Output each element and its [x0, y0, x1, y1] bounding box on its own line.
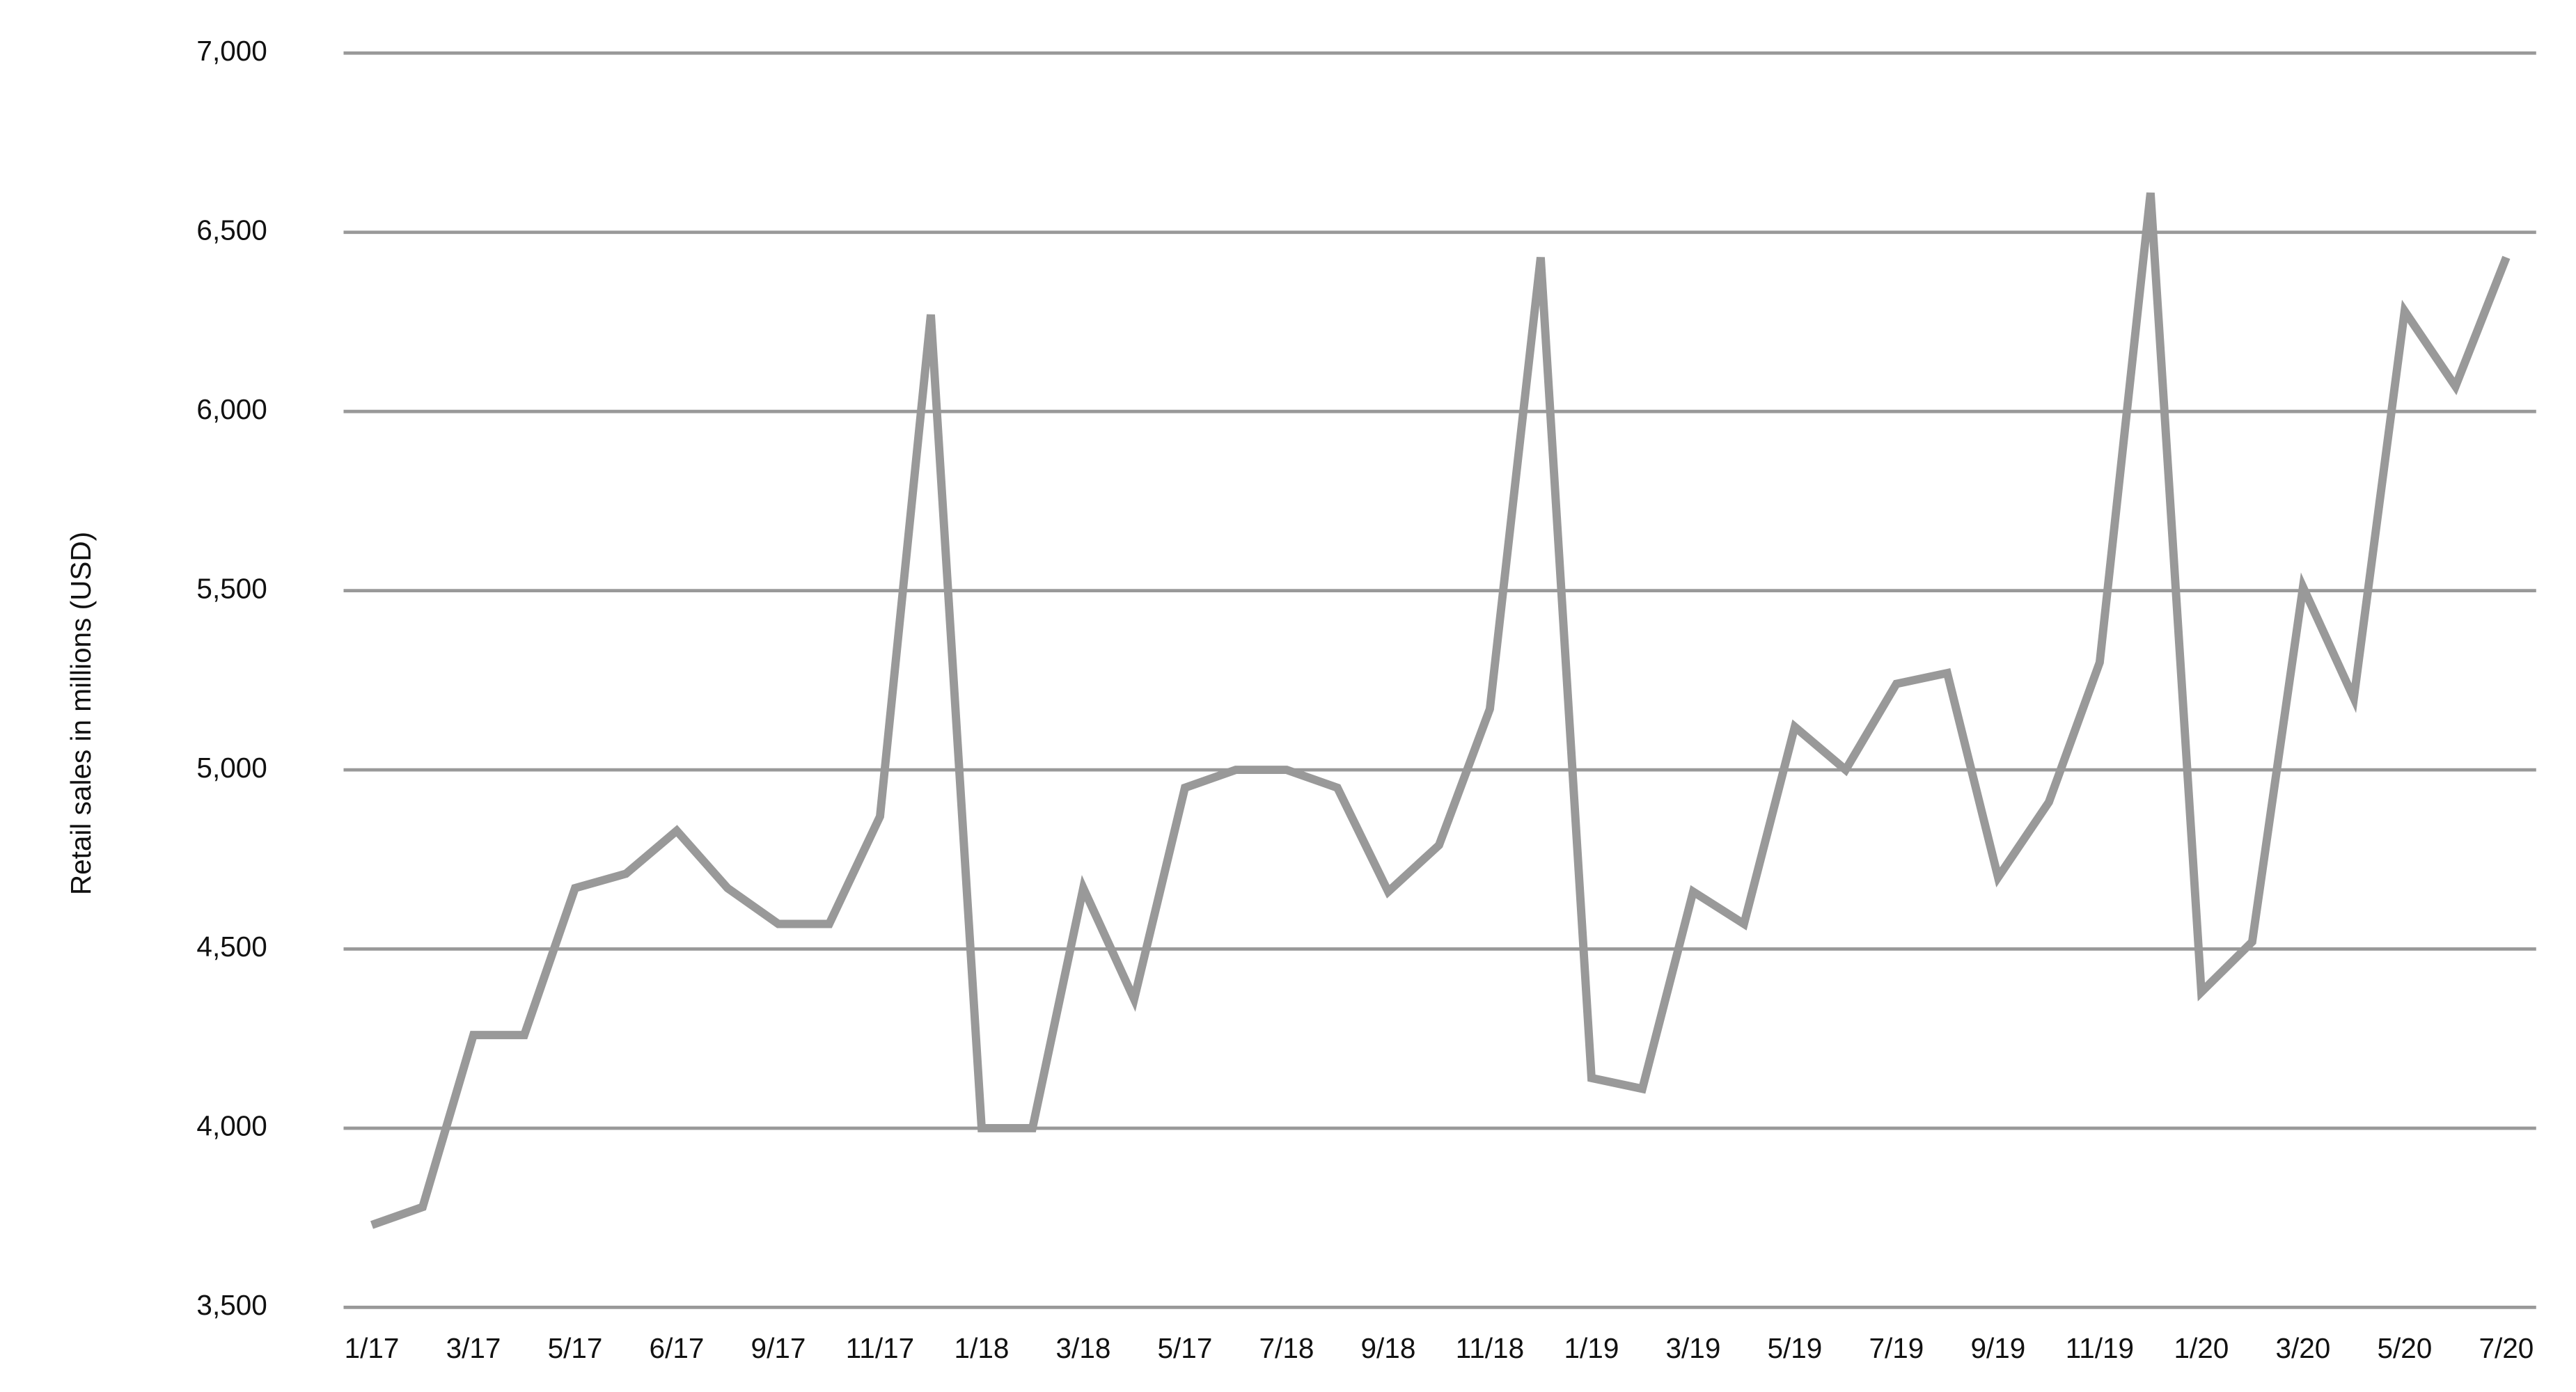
x-tick-label: 3/18 — [1056, 1332, 1111, 1364]
x-tick-label: 9/18 — [1361, 1332, 1416, 1364]
x-tick-label: 11/17 — [846, 1332, 914, 1364]
x-tick-label: 5/17 — [548, 1332, 603, 1364]
x-tick-label: 3/20 — [2275, 1332, 2330, 1364]
y-tick-label: 3,500 — [196, 1289, 267, 1321]
x-tick-label: 7/18 — [1259, 1332, 1314, 1364]
x-tick-label: 1/20 — [2174, 1332, 2229, 1364]
x-tick-label: 1/18 — [955, 1332, 1010, 1364]
y-tick-label: 4,500 — [196, 931, 267, 963]
series-line — [370, 192, 2511, 1229]
x-tick-label: 1/17 — [345, 1332, 400, 1364]
y-tick-label: 4,000 — [196, 1110, 267, 1142]
x-tick-label: 3/17 — [446, 1332, 501, 1364]
x-tick-label: 1/19 — [1564, 1332, 1619, 1364]
y-axis-label: Retail sales in millions (USD) — [65, 532, 97, 895]
x-tick-label: 9/19 — [1970, 1332, 2025, 1364]
x-tick-label: 3/19 — [1665, 1332, 1720, 1364]
y-tick-label: 6,500 — [196, 214, 267, 246]
y-tick-label: 7,000 — [196, 35, 267, 67]
x-tick-label: 11/18 — [1456, 1332, 1524, 1364]
x-tick-label: 5/20 — [2377, 1332, 2432, 1364]
y-tick-label: 5,500 — [196, 572, 267, 604]
x-tick-label: 7/19 — [1869, 1332, 1924, 1364]
x-tick-label: 7/20 — [2479, 1332, 2534, 1364]
x-tick-label: 6/17 — [650, 1332, 705, 1364]
y-tick-label: 5,000 — [196, 752, 267, 784]
x-tick-label: 5/19 — [1767, 1332, 1822, 1364]
x-tick-label: 5/17 — [1158, 1332, 1213, 1364]
x-tick-label: 11/19 — [2066, 1332, 2134, 1364]
y-tick-label: 6,000 — [196, 393, 267, 425]
x-tick-label: 9/17 — [751, 1332, 806, 1364]
